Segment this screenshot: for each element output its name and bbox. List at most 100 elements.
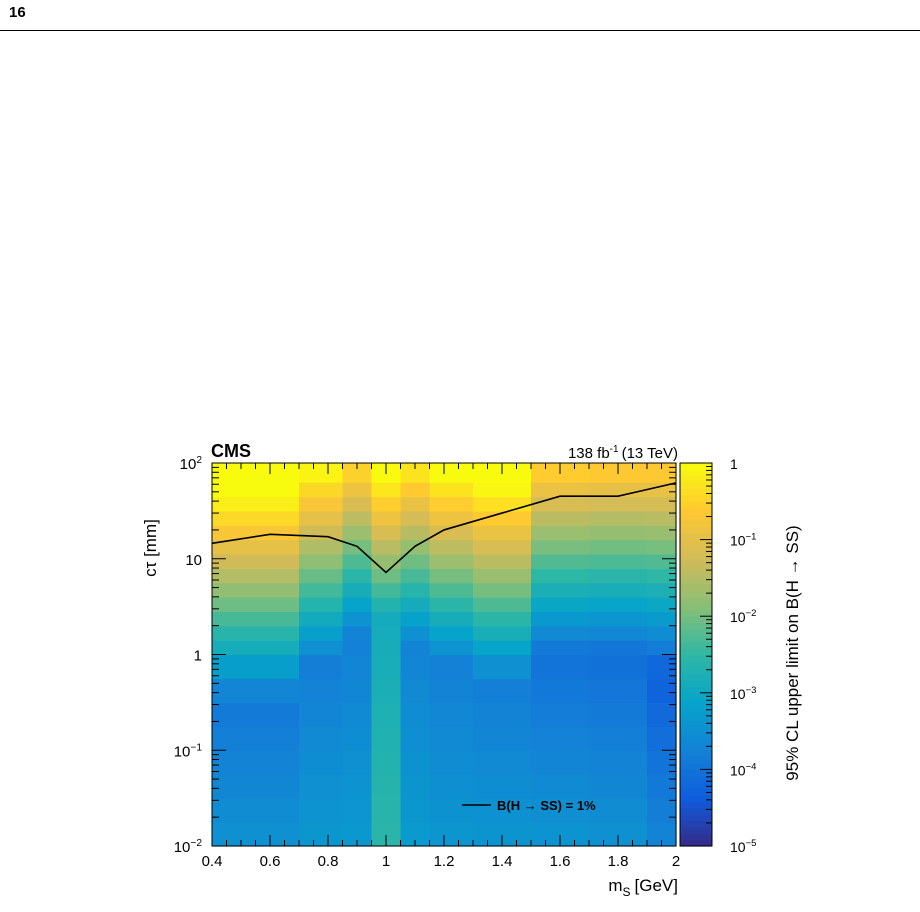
heatmap-cell	[531, 654, 590, 680]
heatmap-cell	[342, 798, 373, 823]
heatmap-cell	[589, 525, 648, 541]
heatmap-cell	[371, 654, 402, 680]
x-tick-label: 1.6	[550, 853, 571, 870]
heatmap-cell	[589, 654, 648, 680]
heatmap-cell	[473, 774, 532, 799]
heatmap-cell	[342, 654, 373, 680]
experiment-label: CMS	[211, 441, 251, 461]
heatmap-cell	[647, 539, 677, 555]
color-scale-step	[680, 482, 712, 490]
heatmap-cell	[400, 798, 431, 823]
heatmap-cell	[647, 774, 677, 799]
heatmap-cell	[647, 640, 677, 656]
color-scale-step	[680, 660, 712, 668]
heatmap-cell	[342, 463, 373, 483]
heatmap-cell	[647, 553, 677, 569]
color-scale-step	[680, 533, 712, 541]
heatmap-cell	[212, 774, 242, 799]
color-scale-step	[680, 514, 712, 522]
heatmap-cell	[647, 568, 677, 584]
heatmap-cell	[589, 678, 648, 703]
color-scale-tick-label: 10−4	[730, 761, 757, 778]
heatmap-cell	[342, 568, 373, 584]
y-tick-label: 10−2	[174, 838, 203, 856]
heatmap-cell	[212, 568, 242, 584]
heatmap-cell	[400, 525, 431, 541]
heatmap-cell	[212, 582, 242, 598]
heatmap-cell	[299, 463, 344, 483]
color-scale-step	[680, 782, 712, 790]
heatmap-cell	[342, 553, 373, 569]
heatmap-cell	[342, 774, 373, 799]
heatmap-cell	[299, 553, 344, 569]
x-tick-label: 1	[382, 853, 390, 870]
heatmap-cell	[241, 640, 300, 656]
heatmap-cell	[212, 463, 242, 483]
color-scale-step	[680, 711, 712, 719]
heatmap-cell	[371, 482, 402, 498]
heatmap-cell	[299, 750, 344, 775]
color-scale-step	[680, 705, 712, 713]
heatmap-cell	[429, 496, 474, 512]
heatmap-cell	[647, 798, 677, 823]
color-scale-step	[680, 731, 712, 739]
heatmap-cell	[531, 625, 590, 641]
heatmap-cell	[299, 640, 344, 656]
color-scale-step	[680, 814, 712, 822]
heatmap-cell	[342, 597, 373, 613]
heatmap-cell	[212, 798, 242, 823]
heatmap-cell	[531, 640, 590, 656]
color-scale-step	[680, 488, 712, 496]
heatmap-cell	[429, 822, 474, 847]
x-tick-label: 0.4	[202, 853, 223, 870]
heatmap-cell	[299, 822, 344, 847]
color-scale-step	[680, 507, 712, 515]
heatmap-cell	[589, 702, 648, 727]
heatmap-cell	[400, 678, 431, 703]
heatmap-cell	[400, 597, 431, 613]
heatmap-cell	[647, 482, 677, 498]
heatmap-cell	[531, 482, 590, 498]
color-scale-step	[680, 635, 712, 643]
heatmap-cell	[400, 539, 431, 555]
heatmap-cell	[241, 798, 300, 823]
heatmap-cell	[371, 568, 402, 584]
heatmap-cell	[647, 525, 677, 541]
heatmap-cell	[212, 678, 242, 703]
heatmap-cell	[531, 702, 590, 727]
heatmap-cell	[429, 726, 474, 751]
x-tick-label: 2	[672, 853, 680, 870]
heatmap-cell	[429, 750, 474, 775]
heatmap-cell	[342, 525, 373, 541]
heatmap-cell	[241, 597, 300, 613]
color-scale-step	[680, 584, 712, 592]
heatmap-cell	[429, 525, 474, 541]
x-tick-label: 0.8	[318, 853, 339, 870]
heatmap-cell	[299, 510, 344, 526]
color-scale-step	[680, 756, 712, 764]
color-scale-step	[680, 571, 712, 579]
heatmap-cell	[473, 482, 532, 498]
x-tick-label: 1.8	[608, 853, 629, 870]
heatmap-cell	[429, 597, 474, 613]
color-scale-step	[680, 565, 712, 573]
color-scale-step	[680, 763, 712, 770]
heatmap-cell	[241, 568, 300, 584]
heatmap-cell	[299, 568, 344, 584]
color-scale-tick-label: 1	[730, 456, 738, 472]
heatmap-cells	[212, 463, 677, 847]
heatmap-cell	[647, 625, 677, 641]
color-scale-step	[680, 724, 712, 732]
heatmap-cell	[241, 654, 300, 680]
x-tick-label: 0.6	[260, 853, 281, 870]
heatmap-cell	[473, 582, 532, 598]
y-tick-label: 10−1	[174, 742, 203, 760]
color-scale-tick-label: 10−5	[730, 838, 756, 855]
heatmap-cell	[647, 582, 677, 598]
heatmap-cell	[241, 750, 300, 775]
heatmap-cell	[371, 726, 402, 751]
heatmap-cell	[531, 510, 590, 526]
heatmap-cell	[241, 611, 300, 627]
heatmap-cell	[473, 496, 532, 512]
heatmap-cell	[299, 678, 344, 703]
